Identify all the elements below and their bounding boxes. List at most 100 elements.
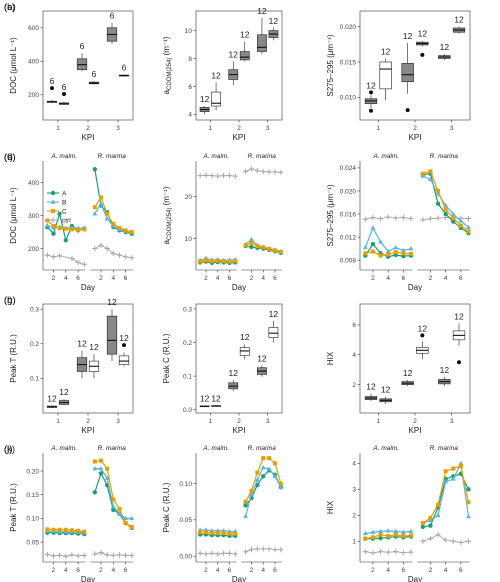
data-point	[362, 549, 368, 555]
y-axis-label-j: Peak T (R.U.)	[9, 483, 18, 532]
series-ctrl	[44, 551, 87, 559]
box-n-label: 12	[89, 342, 99, 352]
data-point	[466, 224, 471, 230]
box-n-label: 12	[200, 394, 210, 404]
x-tick-label: 3	[116, 125, 120, 132]
x-tick-label: 2	[413, 125, 417, 132]
box-n-label: 12	[381, 46, 391, 56]
x-tick-label: 4	[216, 567, 220, 574]
box-body	[211, 91, 221, 107]
data-point	[420, 171, 425, 176]
box-n-label: 12	[418, 323, 428, 333]
x-tick-label: 4	[386, 567, 390, 574]
data-point	[198, 259, 203, 264]
data-point	[50, 553, 57, 559]
series-C	[363, 532, 413, 541]
data-point	[408, 246, 414, 251]
y-tick-label: 0.024	[340, 165, 357, 172]
series-C	[92, 458, 134, 529]
panel-label-g: (g)	[4, 295, 16, 306]
box-outlier	[420, 52, 425, 57]
data-point	[261, 474, 266, 479]
data-point	[377, 216, 384, 222]
y-axis-label-e: aCDOM(254) (m⁻¹)	[162, 186, 173, 244]
data-point	[44, 551, 50, 558]
data-point	[209, 550, 215, 556]
series-B	[243, 464, 284, 518]
data-point	[400, 529, 406, 534]
panel-label-k: (k)	[4, 444, 15, 455]
box-outlier	[457, 360, 461, 365]
data-point	[248, 166, 255, 172]
data-point	[63, 527, 68, 532]
data-point	[378, 253, 383, 258]
x-tick-label: 2	[86, 125, 90, 132]
data-point	[385, 549, 391, 555]
x-axis-label-e: Day	[232, 283, 246, 292]
data-point	[428, 523, 433, 528]
panel-label-l: (l)	[4, 444, 12, 455]
box: 6	[58, 82, 70, 105]
data-point	[104, 245, 110, 252]
y-tick-label: 0.05	[179, 517, 192, 524]
box: 12	[211, 70, 221, 111]
data-point	[272, 169, 278, 175]
square-icon	[51, 209, 55, 213]
box-n-label: 12	[107, 297, 117, 307]
data-point	[45, 527, 50, 532]
box-n-label: 12	[240, 332, 250, 342]
box-n-label: 12	[47, 393, 57, 403]
panel-label-f: (f)	[4, 152, 13, 163]
data-point	[408, 533, 413, 538]
data-point	[57, 253, 63, 259]
box: 12	[379, 46, 392, 101]
y-axis-label-b: aCDOM(254) (m⁻¹)	[162, 36, 173, 94]
x-tick-label: 2	[371, 567, 375, 574]
data-point	[362, 216, 368, 222]
box-body	[106, 315, 118, 355]
data-point	[400, 550, 406, 556]
box-n-label: 6	[62, 82, 67, 92]
data-point	[117, 511, 122, 516]
data-point	[98, 201, 104, 206]
box: 12	[438, 365, 451, 387]
data-point	[408, 528, 414, 534]
data-point	[232, 551, 238, 557]
data-point	[51, 231, 56, 236]
x-tick-label: 4	[64, 567, 68, 574]
x-axis-label-f: Day	[408, 283, 422, 292]
y-tick-label: 1	[352, 539, 356, 546]
x-tick-label: 2	[52, 567, 56, 574]
y-tick-label: 0.020	[340, 188, 357, 195]
data-point	[123, 228, 128, 233]
facet-strip-label: A. malm.	[50, 445, 77, 452]
data-point	[98, 466, 104, 471]
x-tick-label: 2	[204, 567, 208, 574]
data-point	[428, 517, 433, 523]
data-point	[370, 241, 376, 247]
y-tick-label: 300	[28, 213, 39, 220]
data-point	[466, 229, 471, 234]
x-axis-label-j: Day	[81, 575, 95, 582]
panel-f: (f) S275–295 (μm⁻¹) A. malm. 0.008 0.012 0.01…	[4, 152, 472, 292]
data-point	[443, 478, 449, 484]
series-ctrl	[197, 172, 238, 179]
box: 12	[211, 393, 221, 407]
y-axis-label-i: HIX	[326, 351, 335, 365]
data-point	[203, 172, 209, 178]
data-point	[221, 259, 226, 264]
data-point	[215, 551, 221, 557]
data-point	[123, 552, 129, 558]
series-ctrl	[92, 242, 135, 261]
box: 6	[76, 41, 88, 72]
series-C	[363, 249, 413, 258]
box: 12	[88, 342, 100, 379]
series-line	[364, 226, 412, 253]
series-ctrl	[243, 166, 284, 175]
x-tick-label: 2	[429, 567, 433, 574]
data-point	[249, 236, 254, 242]
y-tick-label: 2	[352, 382, 356, 389]
